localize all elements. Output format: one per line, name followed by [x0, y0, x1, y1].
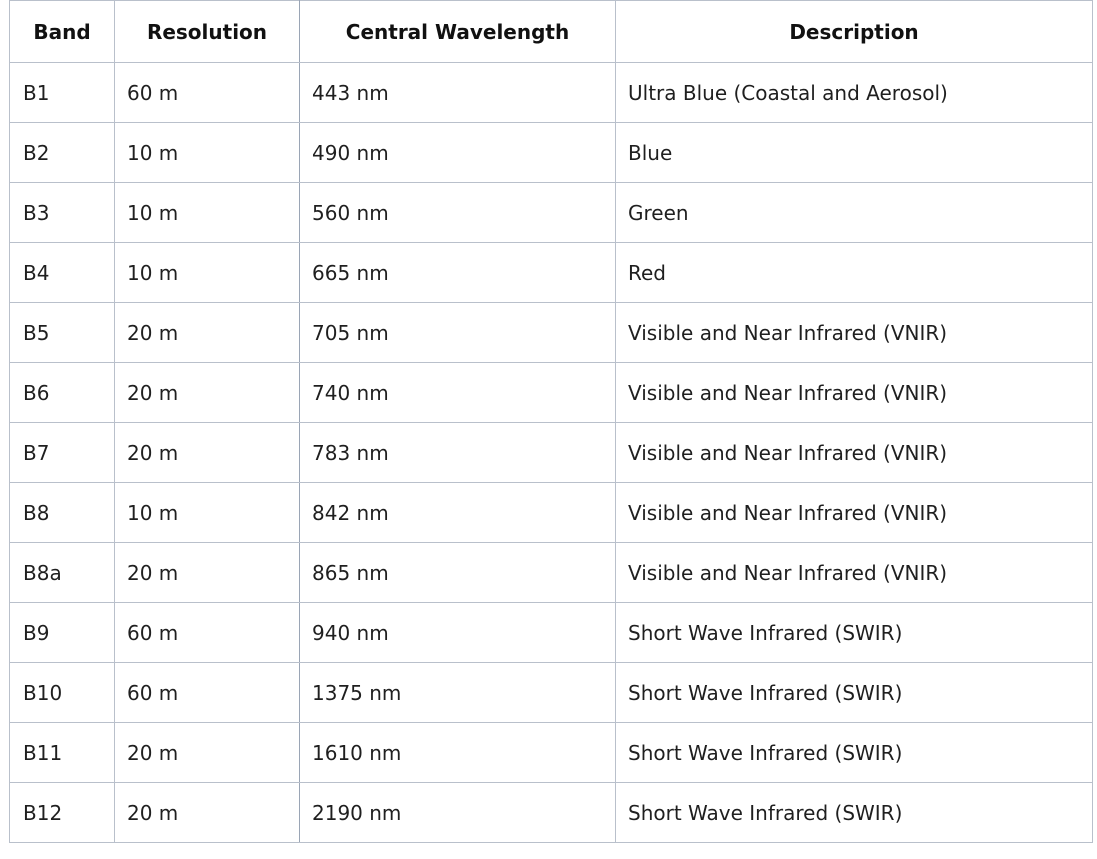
wavelength-cell: 842 nm [299, 482, 616, 543]
description-cell: Short Wave Infrared (SWIR) [615, 722, 1093, 783]
description-cell: Ultra Blue (Coastal and Aerosol) [615, 62, 1093, 123]
band-table: Band Resolution Central Wavelength Descr… [9, 0, 1093, 843]
table-row: B9 60 m 940 nm Short Wave Infrared (SWIR) [9, 602, 1093, 663]
band-cell: B4 [9, 242, 115, 303]
band-table-container: Band Resolution Central Wavelength Descr… [9, 0, 1093, 843]
description-cell: Short Wave Infrared (SWIR) [615, 782, 1093, 843]
resolution-cell: 60 m [114, 62, 300, 123]
table-header: Band Resolution Central Wavelength Descr… [9, 0, 1093, 63]
resolution-cell: 20 m [114, 722, 300, 783]
band-cell: B5 [9, 302, 115, 363]
resolution-cell: 60 m [114, 662, 300, 723]
band-cell: B2 [9, 122, 115, 183]
resolution-cell: 20 m [114, 782, 300, 843]
description-cell: Visible and Near Infrared (VNIR) [615, 482, 1093, 543]
band-cell: B10 [9, 662, 115, 723]
wavelength-cell: 783 nm [299, 422, 616, 483]
resolution-cell: 10 m [114, 182, 300, 243]
description-cell: Visible and Near Infrared (VNIR) [615, 422, 1093, 483]
band-cell: B6 [9, 362, 115, 423]
resolution-cell: 20 m [114, 302, 300, 363]
wavelength-cell: 443 nm [299, 62, 616, 123]
resolution-cell: 20 m [114, 542, 300, 603]
resolution-cell: 20 m [114, 362, 300, 423]
resolution-cell: 10 m [114, 122, 300, 183]
resolution-cell: 10 m [114, 482, 300, 543]
wavelength-cell: 1375 nm [299, 662, 616, 723]
band-cell: B3 [9, 182, 115, 243]
header-description: Description [615, 0, 1093, 63]
resolution-cell: 20 m [114, 422, 300, 483]
header-band: Band [9, 0, 115, 63]
band-cell: B8 [9, 482, 115, 543]
table-row: B10 60 m 1375 nm Short Wave Infrared (SWIR) [9, 662, 1093, 723]
table-row: B1 60 m 443 nm Ultra Blue (Coastal and Aero… [9, 62, 1093, 123]
wavelength-cell: 2190 nm [299, 782, 616, 843]
table-row: B8 10 m 842 nm Visible and Near Infrared (V… [9, 482, 1093, 543]
resolution-cell: 10 m [114, 242, 300, 303]
description-cell: Visible and Near Infrared (VNIR) [615, 302, 1093, 363]
wavelength-cell: 865 nm [299, 542, 616, 603]
header-row: Band Resolution Central Wavelength Descr… [9, 0, 1093, 63]
table-row: B4 10 m 665 nm Red [9, 242, 1093, 303]
description-cell: Short Wave Infrared (SWIR) [615, 602, 1093, 663]
table-row: B3 10 m 560 nm Green [9, 182, 1093, 243]
wavelength-cell: 1610 nm [299, 722, 616, 783]
description-cell: Green [615, 182, 1093, 243]
wavelength-cell: 740 nm [299, 362, 616, 423]
wavelength-cell: 705 nm [299, 302, 616, 363]
table-row: B8a 20 m 865 nm Visible and Near Infrared (… [9, 542, 1093, 603]
table-row: B6 20 m 740 nm Visible and Near Infrared (V… [9, 362, 1093, 423]
wavelength-cell: 490 nm [299, 122, 616, 183]
wavelength-cell: 560 nm [299, 182, 616, 243]
header-central-wavelength: Central Wavelength [299, 0, 616, 63]
band-cell: B9 [9, 602, 115, 663]
description-cell: Short Wave Infrared (SWIR) [615, 662, 1093, 723]
band-cell: B8a [9, 542, 115, 603]
table-body: B1 60 m 443 nm Ultra Blue (Coastal and Aero… [9, 62, 1093, 843]
wavelength-cell: 665 nm [299, 242, 616, 303]
description-cell: Visible and Near Infrared (VNIR) [615, 542, 1093, 603]
band-cell: B12 [9, 782, 115, 843]
table-row: B11 20 m 1610 nm Short Wave Infrared (SWIR) [9, 722, 1093, 783]
table-row: B12 20 m 2190 nm Short Wave Infrared (SWIR) [9, 782, 1093, 843]
description-cell: Red [615, 242, 1093, 303]
description-cell: Blue [615, 122, 1093, 183]
resolution-cell: 60 m [114, 602, 300, 663]
header-resolution: Resolution [114, 0, 300, 63]
band-cell: B7 [9, 422, 115, 483]
table-row: B5 20 m 705 nm Visible and Near Infrared (V… [9, 302, 1093, 363]
table-row: B2 10 m 490 nm Blue [9, 122, 1093, 183]
description-cell: Visible and Near Infrared (VNIR) [615, 362, 1093, 423]
table-row: B7 20 m 783 nm Visible and Near Infrared (V… [9, 422, 1093, 483]
band-cell: B11 [9, 722, 115, 783]
band-cell: B1 [9, 62, 115, 123]
wavelength-cell: 940 nm [299, 602, 616, 663]
